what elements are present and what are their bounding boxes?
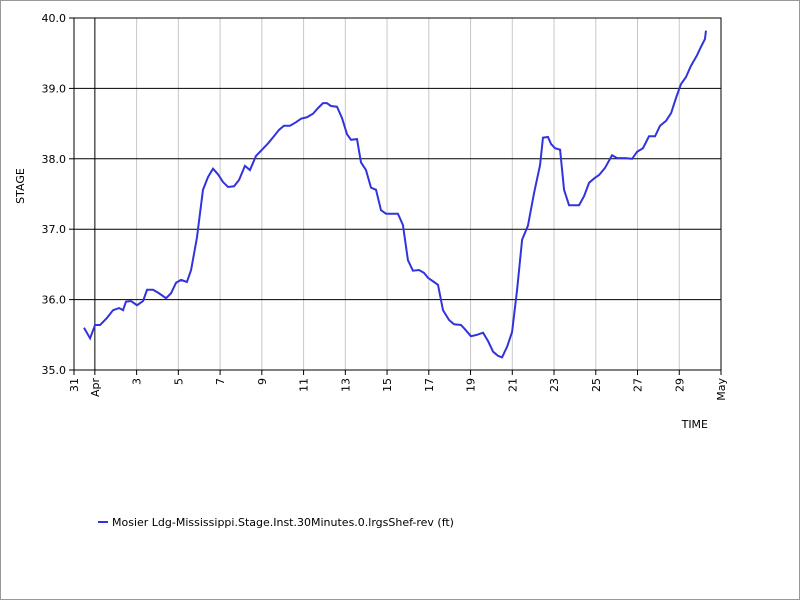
x-tick-label: 17 — [423, 378, 436, 392]
x-tick-label: 15 — [381, 378, 394, 392]
legend-label: Mosier Ldg-Mississippi.Stage.Inst.30Minu… — [112, 516, 454, 529]
y-tick-label: 39.0 — [42, 82, 67, 95]
y-tick-label: 35.0 — [42, 364, 67, 377]
x-tick-label: 23 — [548, 378, 561, 392]
x-tick-label: 21 — [506, 378, 519, 392]
x-tick-label: 9 — [256, 378, 269, 385]
x-tick-label: 19 — [465, 378, 478, 392]
x-tick-label: 5 — [172, 378, 185, 385]
x-tick-label: 13 — [339, 378, 352, 392]
y-tick-label: 38.0 — [42, 153, 67, 166]
x-tick-label: May — [715, 378, 728, 401]
x-tick-label: 25 — [590, 378, 603, 392]
plot-border — [73, 17, 722, 371]
data-line — [83, 30, 707, 359]
x-axis-label: TIME — [681, 418, 708, 431]
x-tick-label: 7 — [214, 378, 227, 385]
y-tick-label: 36.0 — [42, 294, 67, 307]
x-tick-label: 3 — [131, 378, 144, 385]
x-tick-label: Apr — [89, 378, 102, 398]
x-tick-label: 29 — [673, 378, 686, 392]
y-tick-label: 37.0 — [42, 223, 67, 236]
x-tick-label: 11 — [298, 378, 311, 392]
x-tick-label: 27 — [632, 378, 645, 392]
y-axis-label: STAGE — [14, 168, 27, 204]
x-tick-label: 31 — [68, 378, 81, 392]
y-tick-label: 40.0 — [42, 12, 67, 25]
